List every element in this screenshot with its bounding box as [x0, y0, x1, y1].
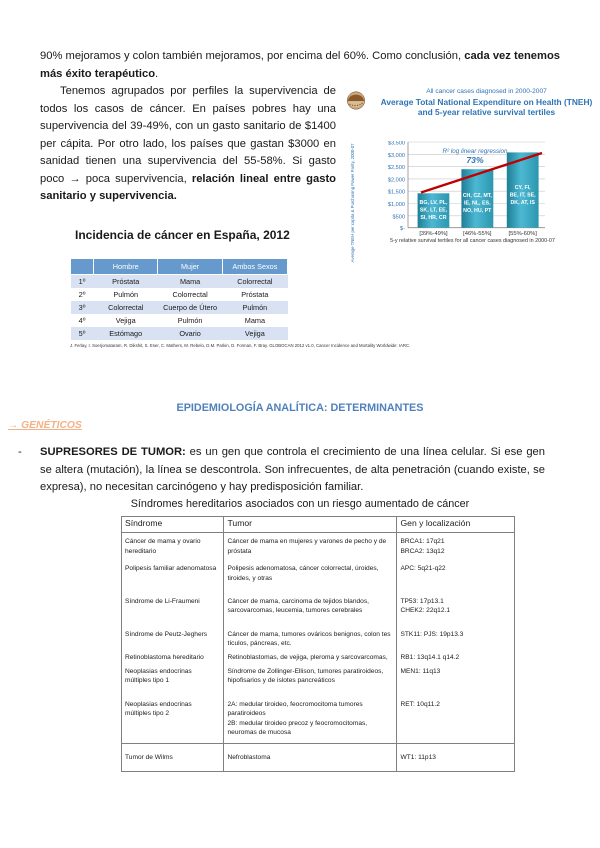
svg-text:[46%-55%]: [46%-55%]	[463, 231, 492, 237]
svg-text:73%: 73%	[466, 155, 484, 165]
svg-text:DK, AT, IS: DK, AT, IS	[510, 200, 535, 206]
svg-text:$1,000: $1,000	[388, 202, 405, 208]
svg-text:NO, HU, PT: NO, HU, PT	[463, 208, 492, 214]
svg-text:SI, HR, CR: SI, HR, CR	[420, 215, 446, 221]
svg-text:CY, FI,: CY, FI,	[515, 185, 531, 191]
svg-text:Average TNEH per capita & Purc: Average TNEH per capita & Purchasing Pow…	[350, 143, 355, 263]
svg-text:$2,500: $2,500	[388, 165, 405, 171]
svg-text:$1,500: $1,500	[388, 190, 405, 196]
svg-text:CH, CZ, MT,: CH, CZ, MT,	[463, 193, 493, 199]
svg-text:$-: $-	[400, 226, 405, 232]
svg-text:$3,500: $3,500	[388, 141, 405, 147]
svg-text:SK, LT, EE,: SK, LT, EE,	[420, 208, 448, 214]
svg-text:$2,000: $2,000	[388, 177, 405, 183]
svg-text:$3,000: $3,000	[388, 153, 405, 159]
svg-text:[39%-49%]: [39%-49%]	[419, 231, 448, 237]
svg-text:BE, IT, SE,: BE, IT, SE,	[510, 193, 536, 199]
svg-text:R² log linear regression: R² log linear regression	[442, 148, 508, 155]
svg-text:$500: $500	[393, 214, 405, 220]
svg-text:BG, LV, PL,: BG, LV, PL,	[420, 200, 448, 206]
svg-text:IE, NL, ES,: IE, NL, ES,	[464, 201, 491, 207]
svg-text:[55%-60%]: [55%-60%]	[509, 231, 538, 237]
